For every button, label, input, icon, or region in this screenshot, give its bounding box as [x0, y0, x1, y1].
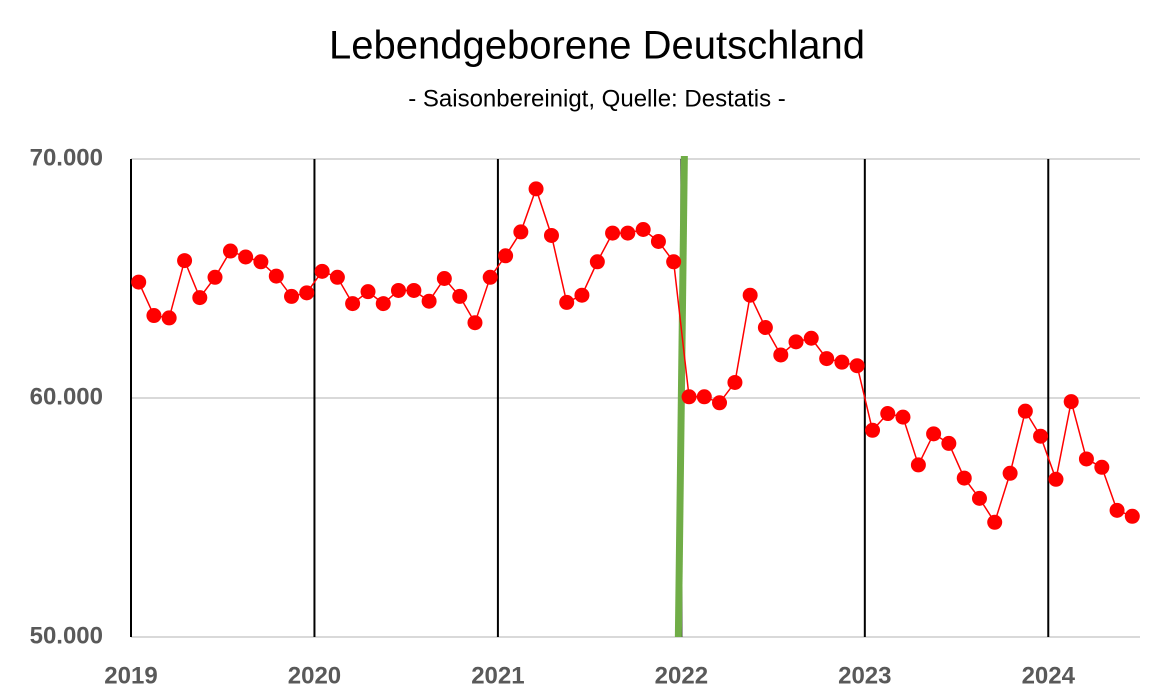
data-point	[452, 288, 468, 304]
data-point	[895, 409, 911, 425]
data-point	[268, 268, 284, 284]
data-point	[1109, 502, 1125, 518]
data-point	[207, 269, 223, 285]
data-point	[605, 225, 621, 241]
data-point	[360, 284, 376, 300]
data-point	[1002, 465, 1018, 481]
data-point	[146, 308, 162, 324]
data-point	[1063, 394, 1079, 410]
data-point	[589, 254, 605, 270]
data-point	[299, 285, 315, 301]
data-point	[910, 457, 926, 473]
data-point	[712, 395, 728, 411]
x-tick-label: 2020	[288, 662, 341, 689]
data-point	[819, 351, 835, 367]
data-point	[757, 319, 773, 335]
data-point	[956, 470, 972, 486]
chart-subtitle: - Saisonbereinigt, Quelle: Destatis -	[408, 85, 786, 112]
x-tick-label: 2023	[838, 662, 891, 689]
data-point	[406, 282, 422, 298]
data-point	[284, 288, 300, 304]
data-point	[696, 389, 712, 405]
series-line	[138, 186, 1133, 525]
data-point	[238, 249, 254, 265]
data-point	[727, 374, 743, 390]
data-point	[773, 347, 789, 363]
chart-title: Lebendgeborene Deutschland	[329, 24, 865, 68]
data-point	[635, 222, 651, 238]
data-point	[559, 294, 575, 310]
data-point	[498, 248, 514, 264]
data-point	[1078, 451, 1094, 467]
data-point	[834, 354, 850, 370]
y-tick-label: 70.000	[30, 144, 103, 171]
data-point	[1017, 403, 1033, 419]
data-point	[681, 389, 697, 405]
data-point	[253, 254, 269, 270]
marker-line	[674, 155, 688, 638]
data-point	[329, 269, 345, 285]
data-point	[788, 334, 804, 350]
x-tick-label: 2019	[104, 662, 157, 689]
data-point	[1094, 459, 1110, 475]
data-point	[192, 290, 208, 306]
data-point	[1033, 428, 1049, 444]
data-point	[375, 296, 391, 312]
data-point	[650, 233, 666, 249]
x-tick-label: 2024	[1022, 662, 1076, 689]
data-point	[865, 422, 881, 438]
data-point	[1048, 471, 1064, 487]
data-point	[421, 293, 437, 309]
data-point	[803, 330, 819, 346]
data-point	[222, 243, 238, 259]
data-point	[574, 287, 590, 303]
y-tick-label: 60.000	[30, 383, 103, 410]
data-point	[436, 271, 452, 286]
data-point	[1124, 508, 1140, 524]
x-tick-label: 2022	[655, 662, 708, 689]
data-point	[482, 269, 498, 285]
data-point	[543, 227, 559, 243]
data-point	[131, 274, 147, 290]
data-point	[987, 514, 1003, 530]
data-point	[161, 310, 177, 326]
data-point	[742, 287, 758, 303]
data-point	[941, 435, 957, 451]
data-point	[345, 296, 361, 312]
data-point	[620, 225, 636, 241]
data-point	[666, 254, 682, 270]
y-tick-label: 50.000	[30, 622, 103, 649]
data-point	[314, 263, 330, 279]
data-point	[926, 426, 942, 442]
data-point	[880, 406, 896, 422]
data-point	[513, 224, 529, 240]
data-point	[528, 181, 544, 197]
data-point	[390, 282, 406, 298]
x-tick-label: 2021	[471, 662, 524, 689]
data-point	[849, 358, 865, 374]
data-point	[467, 315, 483, 331]
data-point	[177, 253, 193, 269]
data-point	[971, 490, 987, 506]
